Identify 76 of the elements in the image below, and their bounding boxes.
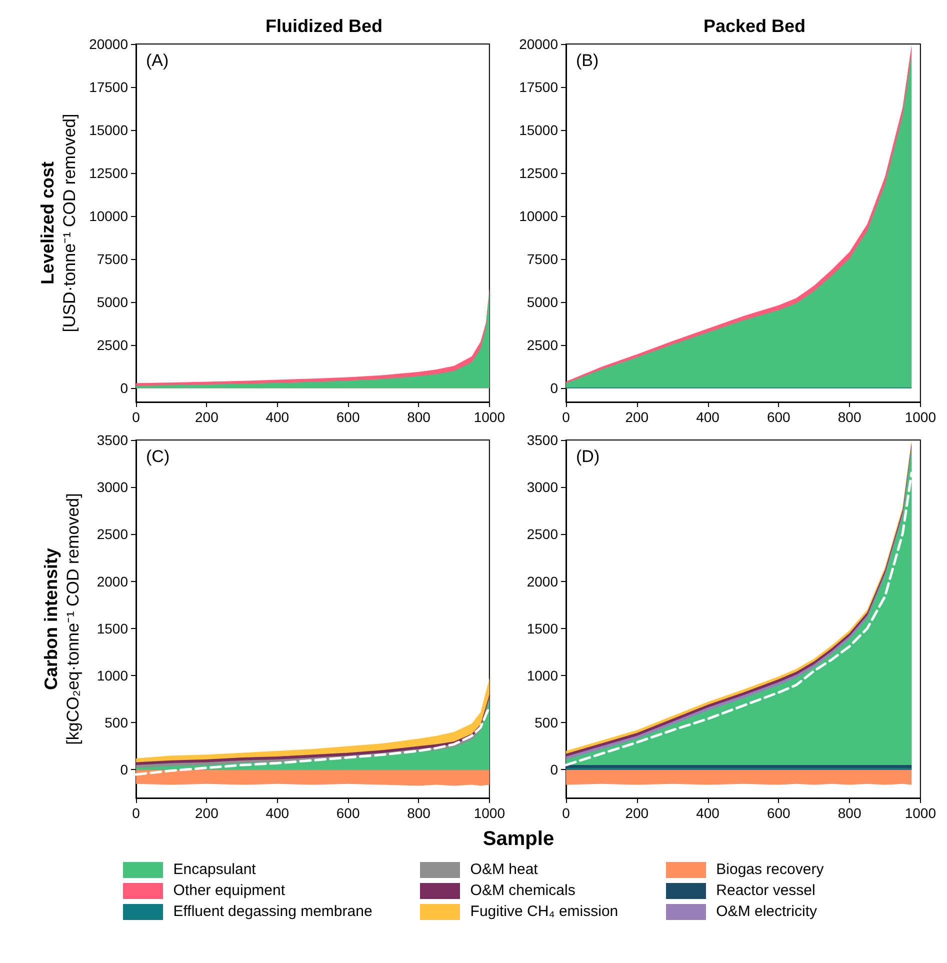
y-tick-label: 3000 [526,479,558,496]
legend-label: Encapsulant [173,861,256,878]
y-tick-label: 2000 [526,573,558,590]
x-tick-label: 800 [407,805,431,821]
y-tick-label: 3000 [96,479,128,496]
y-tick-label: 7500 [526,251,558,268]
y-tick-label: 0 [120,380,128,396]
x-tick-label: 1000 [474,805,506,821]
y-tick-label: 2500 [526,526,558,542]
legend-label: Fugitive CH₄ emission [470,903,618,920]
y-tick-label: 17500 [89,79,128,96]
x-tick-label: 800 [407,409,431,425]
x-tick-label: 800 [838,409,862,425]
annotation: (B) [576,51,599,70]
x-tick-label: 0 [132,409,140,425]
x-tick-label: 1000 [904,805,936,821]
x-tick-label: 1000 [474,409,506,425]
x-tick-label: 0 [562,409,570,425]
y-tick-label: 2500 [526,337,558,354]
x-tick-label: 800 [838,805,862,821]
y-tick-label: 12500 [519,165,558,182]
y-tick-label: 20000 [89,36,128,52]
x-tick-label: 600 [766,409,791,425]
y-tick-label: 3500 [526,432,558,448]
y-tick-label: 0 [550,762,558,778]
x-tick-label: 600 [336,805,360,821]
x-tick-label: 200 [625,409,649,425]
legend-label: O&M heat [470,861,538,878]
y-tick-label: 2500 [96,526,128,542]
annotation: (D) [576,447,600,466]
annotation: (C) [146,447,170,466]
y-tick-label: 500 [534,714,558,731]
legend-label: Other equipment [173,882,286,899]
legend-label: O&M chemicals [470,882,576,899]
x-tick-label: 400 [696,805,720,821]
y-tick-label: 5000 [96,294,128,310]
y-tick-label: 2500 [96,337,128,354]
y-axis-title: Levelized cost [USD·tonne⁻¹ COD removed] [38,114,80,332]
y-tick-label: 17500 [519,79,558,96]
chart-title: Packed Bed [703,16,806,36]
y-tick-label: 7500 [96,251,128,268]
chart-title: Fluidized Bed [266,16,382,36]
y-axis-title: Carbon intensity [kgCO₂eq·tonne⁻¹ COD removed] [41,493,82,745]
x-tick-label: 0 [562,805,570,821]
y-tick-label: 2000 [96,573,128,590]
x-axis-title: Sample [482,828,556,851]
y-tick-label: 0 [550,380,558,396]
x-tick-label: 600 [766,805,791,821]
y-tick-label: 1500 [526,620,558,636]
legend-label: Biogas recovery [716,861,824,878]
legend-label: Reactor vessel [716,882,816,899]
x-tick-label: 400 [266,805,290,821]
x-tick-label: 200 [625,805,649,821]
x-tick-label: 0 [132,805,140,821]
y-tick-label: 1000 [96,668,128,684]
x-tick-label: 400 [696,409,720,425]
y-tick-label: 15000 [519,122,558,138]
y-tick-label: 3500 [96,432,128,448]
annotation: (A) [146,51,169,70]
x-tick-label: 1000 [904,409,936,425]
y-tick-label: 10000 [89,208,128,224]
x-tick-label: 200 [195,409,219,425]
y-tick-label: 10000 [519,208,558,224]
x-tick-label: 600 [336,409,360,425]
y-tick-label: 5000 [526,294,558,310]
y-tick-label: 0 [120,762,128,778]
y-tick-label: 1000 [526,668,558,684]
x-tick-label: 200 [195,805,219,821]
y-tick-label: 1500 [96,620,128,636]
x-tick-label: 400 [266,409,290,425]
y-tick-label: 12500 [89,165,128,182]
legend-label: O&M electricity [716,903,817,920]
y-tick-label: 20000 [519,36,558,52]
legend-label: Effluent degassing membrane [173,903,372,920]
y-tick-label: 15000 [89,122,128,138]
y-tick-label: 500 [104,714,128,731]
